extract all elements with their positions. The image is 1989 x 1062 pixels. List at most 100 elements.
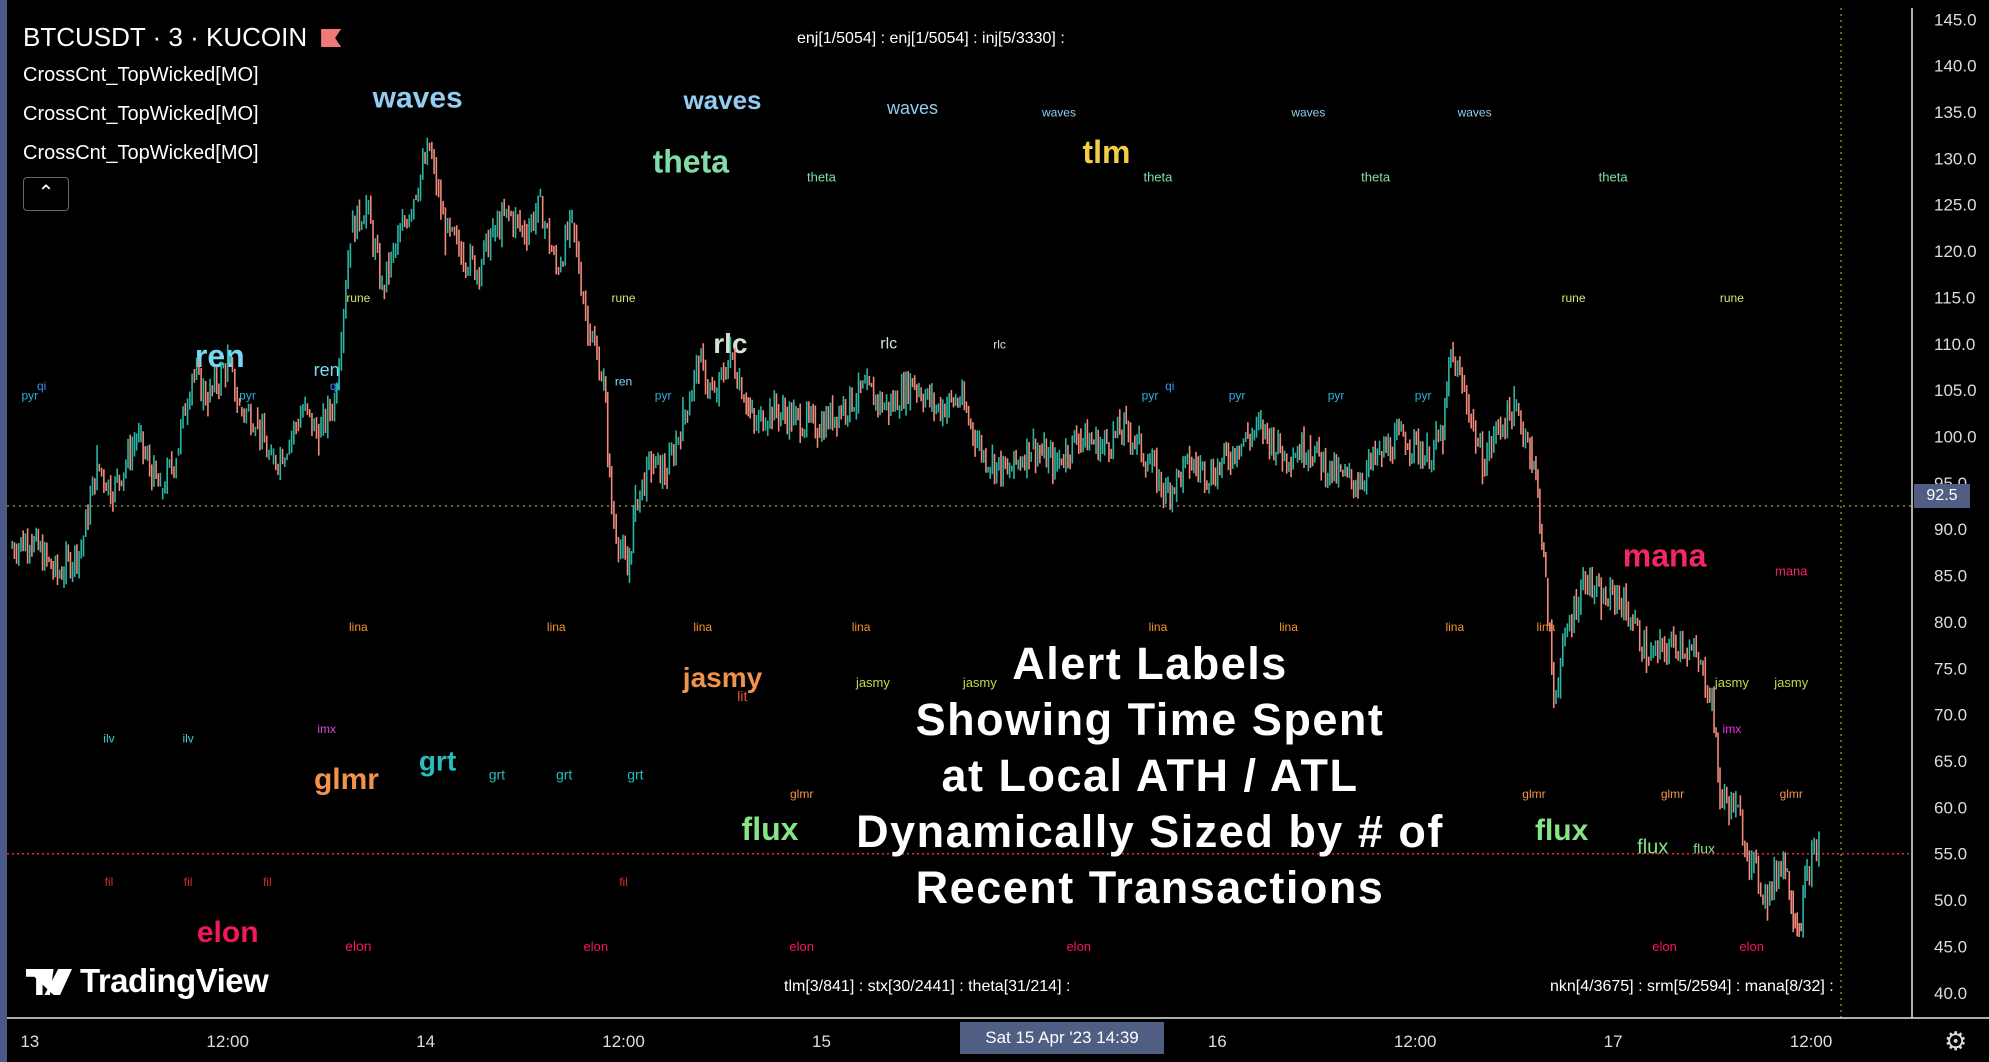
alert-label: qi <box>330 379 339 393</box>
y-tick-label: 40.0 <box>1934 984 1967 1003</box>
y-tick-label: 135.0 <box>1934 103 1977 122</box>
alert-label: glmr <box>1780 787 1803 801</box>
y-tick-label: 105.0 <box>1934 381 1977 400</box>
alert-label: grt <box>489 767 505 783</box>
alert-label: elon <box>789 939 814 954</box>
alert-label: fil <box>105 875 114 889</box>
headline-line-3: at Local ATH / ATL <box>941 750 1359 801</box>
top-status-text: enj[1/5054] : enj[1/5054] : inj[5/3330] … <box>797 30 1065 47</box>
alert-label: elon <box>197 916 259 949</box>
bottom-status-left: tlm[3/841] : stx[30/2441] : theta[31/214… <box>784 978 1071 995</box>
y-tick-label: 110.0 <box>1934 335 1975 354</box>
alert-label: imx <box>1723 722 1742 736</box>
alert-label: lina <box>693 620 712 634</box>
y-tick-label: 60.0 <box>1934 798 1967 817</box>
headline-line-5: Recent Transactions <box>915 862 1385 913</box>
alert-label: glmr <box>1661 787 1684 801</box>
indicator-legend-2[interactable]: CrossCnt_TopWicked[MO] <box>23 103 259 125</box>
symbol-title[interactable]: BTCUSDT · 3 · KUCOIN <box>23 22 342 53</box>
x-tick-label: 16 <box>1208 1032 1227 1051</box>
alert-label: mana <box>1623 537 1707 573</box>
alert-label: rlc <box>880 335 897 352</box>
axes-layer: 40.0 45.0 50.0 55.0 60.0 65.0 70.0 75.0 80.0 85.0… <box>7 8 1989 1051</box>
alert-label: pyr <box>655 388 672 402</box>
symbol-text: BTCUSDT · 3 · KUCOIN <box>23 22 308 52</box>
alert-labels-layer: waves waves waves waves waves waves theta theta… <box>21 81 1808 954</box>
x-tick-label: 13 <box>20 1032 39 1051</box>
y-tick-label: 145.0 <box>1934 10 1977 29</box>
x-tick-label: 14 <box>416 1032 435 1051</box>
x-tick-label: 15 <box>812 1032 831 1051</box>
bottom-status-right: nkn[4/3675] : srm[5/2594] : mana[8/32] : <box>1550 978 1834 995</box>
alert-label: lit <box>737 688 747 704</box>
alert-label: elon <box>1066 939 1091 954</box>
alert-label: imx <box>317 722 336 736</box>
y-tick-label: 70.0 <box>1934 706 1967 725</box>
gear-icon[interactable]: ⚙ <box>1944 1026 1968 1056</box>
y-tick-label: 50.0 <box>1934 891 1967 910</box>
alert-label: lina <box>349 620 368 634</box>
y-tick-label: 65.0 <box>1934 752 1967 771</box>
tradingview-logo-icon <box>26 969 72 995</box>
y-tick-label: 140.0 <box>1934 57 1977 76</box>
alert-label: theta <box>1143 170 1173 185</box>
alert-label: pyr <box>1142 388 1159 402</box>
alert-label: flux <box>1693 841 1715 857</box>
alert-label: lina <box>1149 620 1168 634</box>
crosshair-price-label: 92.5 <box>1914 484 1970 508</box>
alert-label: flux <box>742 811 799 847</box>
indicator-legend-3[interactable]: CrossCnt_TopWicked[MO] <box>23 142 259 164</box>
x-tick-label: 12:00 <box>1790 1032 1833 1051</box>
alert-label: ilv <box>103 731 114 745</box>
alert-label: qi <box>1165 379 1174 393</box>
y-tick-label: 85.0 <box>1934 567 1967 586</box>
y-tick-label: 55.0 <box>1934 845 1967 864</box>
headline-overlay: Alert Labels Showing Time Spent at Local… <box>820 636 1480 916</box>
y-tick-label: 115.0 <box>1934 288 1975 307</box>
indicator-legend-1[interactable]: CrossCnt_TopWicked[MO] <box>23 64 259 86</box>
crosshair-layer <box>7 8 1912 1018</box>
alert-label: elon <box>584 939 609 954</box>
alert-label: waves <box>682 85 761 115</box>
alert-label: elon <box>1652 939 1677 954</box>
headline-line-1: Alert Labels <box>1012 638 1288 689</box>
alert-label: rune <box>612 291 636 305</box>
alert-label: flux <box>1535 814 1589 847</box>
collapse-legend-button[interactable]: ⌃ <box>23 177 69 211</box>
alert-label: waves <box>1041 106 1076 120</box>
alert-label: jasmy <box>1773 675 1808 690</box>
alert-label: pyr <box>21 388 38 402</box>
alert-label: lina <box>1445 620 1464 634</box>
alert-label: pyr <box>1415 388 1432 402</box>
alert-label: elon <box>1739 939 1764 954</box>
alert-label: pyr <box>1328 388 1345 402</box>
alert-label: ren <box>195 338 245 374</box>
alert-label: pyr <box>239 388 256 402</box>
headline-line-2: Showing Time Spent <box>915 694 1385 745</box>
alert-label: glmr <box>790 787 813 801</box>
alert-label: waves <box>886 98 938 118</box>
headline-line-4: Dynamically Sized by # of <box>856 806 1444 857</box>
y-tick-label: 80.0 <box>1934 613 1967 632</box>
price-series-layer <box>11 137 1820 938</box>
flag-icon[interactable] <box>321 29 342 47</box>
alert-label: lina <box>852 620 871 634</box>
y-tick-label: 125.0 <box>1934 196 1977 215</box>
alert-label: jasmy <box>682 662 763 693</box>
alert-label: grt <box>419 745 456 776</box>
alert-label: jasmy <box>962 675 997 690</box>
alert-label: grt <box>627 767 643 783</box>
y-tick-label: 120.0 <box>1934 242 1977 261</box>
alert-label: lina <box>1536 620 1555 634</box>
x-tick-label: 17 <box>1604 1032 1623 1051</box>
alert-label: waves <box>1457 106 1492 120</box>
y-tick-label: 90.0 <box>1934 520 1967 539</box>
alert-label: rune <box>1720 291 1744 305</box>
crosshair-time-label: Sat 15 Apr '23 14:39 <box>960 1022 1164 1054</box>
alert-label: waves <box>372 81 463 114</box>
alert-label: glmr <box>314 763 379 796</box>
alert-label: fil <box>619 875 628 889</box>
tradingview-logo[interactable]: TradingView <box>26 962 269 1000</box>
